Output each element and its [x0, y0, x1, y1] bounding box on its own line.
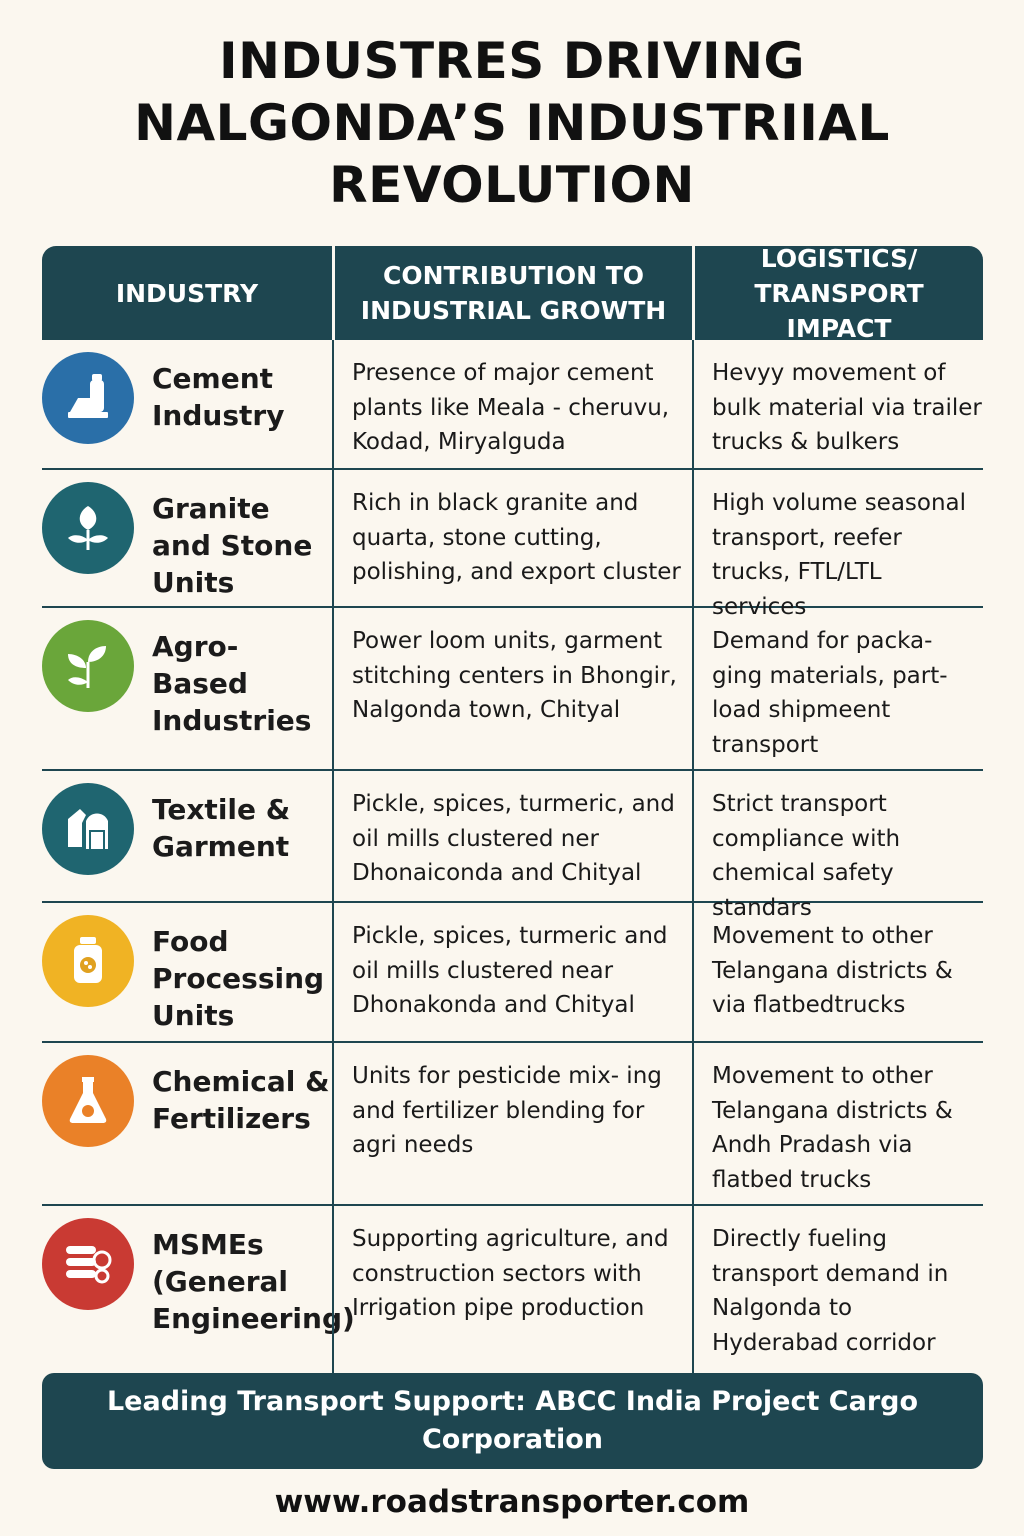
industry-cell: Agro-Based Industries [42, 608, 332, 769]
website-link[interactable]: www.roadstransporter.com [274, 1484, 750, 1520]
industry-name: Food Processing Units [152, 925, 325, 1032]
industry-name: MSMEs (General Engineering) [152, 1228, 355, 1335]
table-row: Granite and Stone Units Rich in black gr… [42, 470, 983, 620]
logistics-cell: Demand for packa- ging materials, part-l… [692, 608, 983, 769]
cement-icon [42, 352, 134, 444]
leaf-icon [42, 482, 134, 574]
contribution-cell: Units for pesticide mix- ing and fertili… [332, 1043, 692, 1204]
industry-cell: Cement Industry [42, 340, 332, 468]
header-industry: INDUSTRY [115, 278, 259, 308]
contribution-cell: Rich in black granite and quarta, stone … [332, 470, 692, 606]
contribution-cell: Supporting agriculture, and construction… [332, 1206, 692, 1373]
industry-name: Cement Industry [152, 362, 285, 432]
title-line-3: REVOLUTION [329, 156, 695, 214]
table-row: MSMEs (General Engineering) Supporting a… [42, 1206, 983, 1373]
sprout-icon [42, 620, 134, 712]
logistics-cell: Strict transport compliance with chemica… [692, 771, 983, 921]
industry-name: Agro-Based Industries [152, 630, 312, 737]
industry-cell: Food Processing Units [42, 903, 332, 1041]
logistics-cell: Directly fueling transport demand in Nal… [692, 1206, 983, 1373]
logistics-cell: High volume seasonal transport, reefer t… [692, 470, 983, 620]
flask-icon [42, 1055, 134, 1147]
jar-icon [42, 915, 134, 1007]
transport-support-banner: Leading Transport Support: ABCC India Pr… [42, 1373, 983, 1469]
industry-name: Textile & Garment [152, 793, 291, 863]
industry-cell: Chemical & Fertilizers [42, 1043, 332, 1204]
logistics-cell: Movement to other Telangana districts & … [692, 903, 983, 1041]
industry-cell: MSMEs (General Engineering) [42, 1206, 355, 1373]
header-contribution: CONTRIBUTION TO INDUSTRIAL GROWTH [332, 246, 692, 340]
contribution-cell: Presence of major cement plants like Mea… [332, 340, 692, 468]
header-logistics: LOGISTICS/ TRANSPORT IMPACT [692, 244, 983, 343]
table-row: Cement Industry Presence of major cement… [42, 340, 983, 470]
industry-cell: Textile & Garment [42, 771, 332, 901]
garment-icon [42, 783, 134, 875]
logistics-cell: Movement to other Telangana districts & … [692, 1043, 983, 1204]
industry-name: Granite and Stone Units [152, 492, 313, 599]
title-line-1: INDUSTRES DRIVING [218, 32, 806, 90]
contribution-cell: Pickle, spices, turmeric and oil mills c… [332, 903, 692, 1041]
pipes-icon [42, 1218, 134, 1310]
contribution-cell: Pickle, spices, turmeric, and oil mills … [332, 771, 692, 901]
industries-table: INDUSTRY CONTRIBUTION TO INDUSTRIAL GROW… [42, 244, 983, 1373]
contribution-cell: Power loom units, garment stitching cent… [332, 608, 692, 769]
industry-name: Chemical & Fertilizers [152, 1065, 330, 1135]
page-title: INDUSTRES DRIVING NALGONDA’S INDUSTRIIAL… [0, 30, 1024, 216]
table-row: Food Processing Units Pickle, spices, tu… [42, 903, 983, 1043]
logistics-cell: Hevyy movement of bulk material via trai… [692, 340, 983, 468]
table-row: Agro-Based Industries Power loom units, … [42, 608, 983, 771]
table-row: Chemical & Fertilizers Units for pestici… [42, 1043, 983, 1206]
table-row: Textile & Garment Pickle, spices, turmer… [42, 771, 983, 921]
industry-cell: Granite and Stone Units [42, 470, 332, 606]
title-line-2: NALGONDA’S INDUSTRIIAL [134, 94, 890, 152]
table-header: INDUSTRY CONTRIBUTION TO INDUSTRIAL GROW… [42, 244, 983, 343]
